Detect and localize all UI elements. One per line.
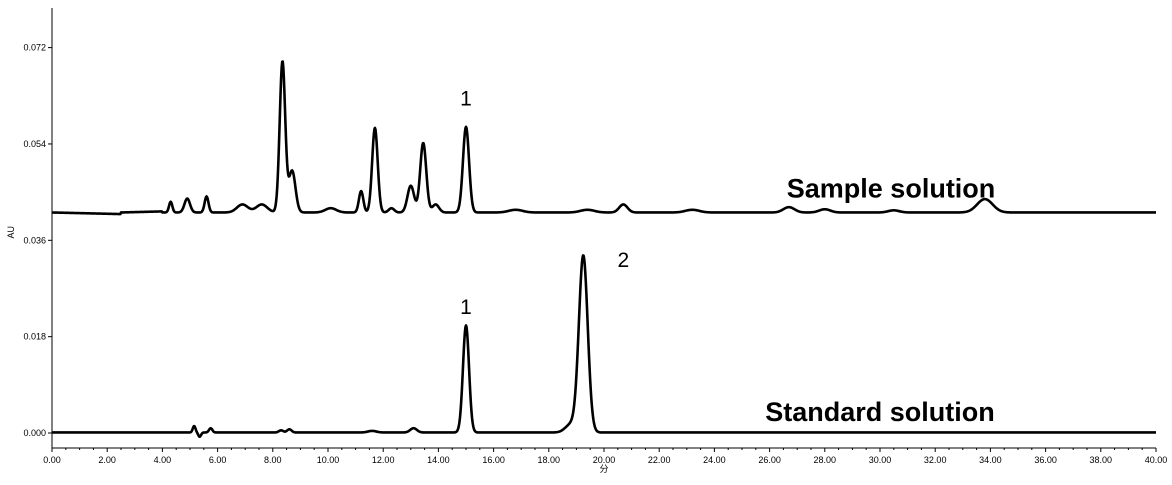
x-tick-label: 12.00 [372, 455, 395, 465]
y-axis-title: AU [6, 226, 16, 239]
standard-solution-trace [51, 254, 1157, 438]
peak-number-label: 1 [460, 87, 472, 110]
x-tick-label: 2.00 [98, 455, 116, 465]
x-tick-label: 20.00 [593, 455, 616, 465]
y-tick-label: 0.054 [23, 139, 46, 149]
x-tick-label: 18.00 [538, 455, 561, 465]
y-tick-label: 0.072 [23, 43, 46, 53]
peak-number-label: 1 [460, 296, 472, 319]
x-tick-label: 0.00 [43, 455, 61, 465]
x-tick-label: 32.00 [924, 455, 947, 465]
sample-solution-trace [51, 60, 1157, 216]
y-tick-label: 0.036 [23, 235, 46, 245]
x-tick-label: 34.00 [979, 455, 1002, 465]
x-tick-label: 30.00 [869, 455, 892, 465]
x-tick-label: 28.00 [814, 455, 837, 465]
trace-label: Standard solution [765, 397, 995, 427]
trace-label: Sample solution [787, 173, 996, 203]
x-tick-label: 8.00 [264, 455, 282, 465]
x-tick-label: 6.00 [209, 455, 227, 465]
peak-number-label: 2 [617, 249, 629, 272]
x-tick-label: 26.00 [758, 455, 781, 465]
x-tick-label: 14.00 [427, 455, 450, 465]
y-tick-label: 0.018 [23, 332, 46, 342]
y-tick-label: 0.000 [23, 428, 46, 438]
x-tick-label: 38.00 [1090, 455, 1113, 465]
x-tick-label: 40.00 [1145, 455, 1168, 465]
x-tick-label: 36.00 [1034, 455, 1057, 465]
x-tick-label: 22.00 [648, 455, 671, 465]
x-axis-title: 分 [599, 464, 608, 474]
x-tick-label: 10.00 [317, 455, 340, 465]
x-tick-label: 4.00 [154, 455, 172, 465]
x-tick-label: 16.00 [482, 455, 505, 465]
x-tick-label: 24.00 [703, 455, 726, 465]
